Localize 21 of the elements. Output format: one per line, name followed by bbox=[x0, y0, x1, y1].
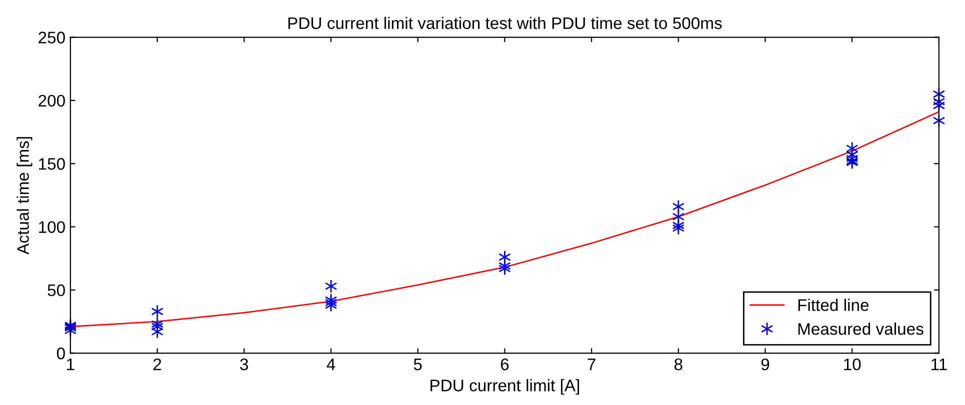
y-tick-label: 100 bbox=[39, 221, 65, 234]
x-tick-label: 7 bbox=[588, 358, 596, 370]
x-tick-label: 9 bbox=[761, 358, 770, 370]
x-tick-label: 8 bbox=[674, 358, 682, 370]
x-tick-label: 4 bbox=[326, 358, 336, 370]
x-tick-label: 5 bbox=[414, 358, 422, 370]
y-tick-label: 150 bbox=[39, 158, 65, 170]
y-axis-title: Actual time [ms] bbox=[16, 137, 32, 254]
x-axis-title: PDU current limit [A] bbox=[430, 379, 579, 395]
y-tick-label: 50 bbox=[48, 284, 65, 296]
legend-label: Fitted line bbox=[798, 298, 869, 311]
y-tick-label: 0 bbox=[56, 348, 65, 360]
x-tick-label: 10 bbox=[844, 358, 861, 370]
x-tick-label: 2 bbox=[154, 358, 162, 370]
x-tick-label: 11 bbox=[932, 358, 947, 370]
y-tick-label: 250 bbox=[38, 32, 65, 44]
x-tick-label: 6 bbox=[500, 358, 509, 370]
chart-title: PDU current limit variation test with PDU time set to 500ms bbox=[288, 16, 722, 30]
y-tick-label: 200 bbox=[38, 94, 65, 107]
x-tick-label: 1 bbox=[67, 358, 74, 370]
x-tick-label: 3 bbox=[240, 358, 248, 370]
